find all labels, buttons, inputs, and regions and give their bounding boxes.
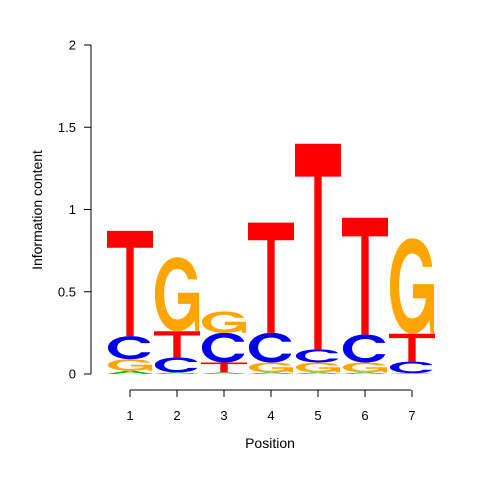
y-tick-label: 1 bbox=[69, 202, 76, 217]
x-tick-label: 1 bbox=[126, 408, 133, 423]
logo-letter-C-pos-3 bbox=[201, 332, 245, 363]
y-axis-ticks: 0 0.5 1 1.5 2 bbox=[58, 38, 91, 382]
logo-letter-T-pos-4 bbox=[248, 222, 294, 333]
letter-glyph-C bbox=[107, 336, 151, 360]
logo-letter-G-pos-6 bbox=[342, 362, 388, 373]
logo-letter-C-pos-7 bbox=[389, 361, 433, 374]
logo-letter-A-pos-2 bbox=[154, 372, 200, 374]
logo-letter-A-pos-3 bbox=[201, 372, 247, 374]
letter-glyph-C bbox=[154, 357, 198, 373]
logo-letter-G-pos-4 bbox=[248, 362, 294, 373]
logo-letter-A-pos-1 bbox=[107, 370, 153, 374]
letter-glyph-C bbox=[248, 332, 292, 363]
x-tick-label: 6 bbox=[361, 408, 368, 423]
letter-glyph-T bbox=[342, 217, 388, 335]
letter-glyph-A bbox=[342, 372, 388, 374]
letter-glyph-C bbox=[342, 334, 386, 363]
logo-letter-T-pos-6 bbox=[342, 217, 388, 335]
x-axis-ticks: 1 2 3 4 5 6 7 bbox=[126, 390, 416, 423]
logo-letter-A-pos-4 bbox=[248, 372, 294, 374]
logo-letter-T-pos-3 bbox=[201, 362, 247, 373]
logo-letter-T-pos-7 bbox=[389, 333, 435, 362]
letter-glyph-T bbox=[389, 333, 435, 362]
logo-letter-A-pos-5 bbox=[295, 372, 341, 374]
letter-glyph-G bbox=[389, 238, 435, 334]
letter-stacks bbox=[107, 143, 435, 374]
logo-letter-A-pos-7 bbox=[389, 373, 435, 374]
letter-glyph-T bbox=[107, 230, 153, 337]
x-tick-label: 4 bbox=[267, 408, 274, 423]
y-tick-label: 1.5 bbox=[58, 120, 76, 135]
logo-letter-A-pos-6 bbox=[342, 372, 388, 374]
logo-letter-C-pos-5 bbox=[295, 349, 339, 363]
letter-glyph-T bbox=[248, 222, 294, 333]
letter-glyph-A bbox=[389, 373, 435, 374]
letter-glyph-G bbox=[248, 362, 294, 373]
logo-letter-T-pos-2 bbox=[154, 331, 200, 358]
letter-glyph-T bbox=[154, 331, 200, 358]
letter-glyph-G bbox=[295, 362, 341, 373]
x-tick-label: 7 bbox=[408, 408, 415, 423]
logo-letter-T-pos-1 bbox=[107, 230, 153, 337]
logo-letter-C-pos-6 bbox=[342, 334, 386, 363]
logo-letter-T-pos-5 bbox=[295, 143, 341, 350]
letter-glyph-G bbox=[107, 359, 153, 371]
logo-letter-C-pos-1 bbox=[107, 336, 151, 360]
letter-glyph-C bbox=[389, 361, 433, 374]
logo-letter-C-pos-2 bbox=[154, 357, 198, 373]
letter-glyph-A bbox=[295, 372, 341, 374]
letter-glyph-T bbox=[201, 362, 247, 373]
x-tick-label: 5 bbox=[314, 408, 321, 423]
letter-glyph-C bbox=[201, 332, 245, 363]
letter-glyph-G bbox=[201, 311, 247, 333]
letter-glyph-A bbox=[107, 370, 153, 374]
y-tick-label: 2 bbox=[69, 38, 76, 53]
x-tick-label: 2 bbox=[173, 408, 180, 423]
letter-glyph-G bbox=[342, 362, 388, 373]
letter-glyph-T bbox=[295, 143, 341, 350]
logo-letter-C-pos-4 bbox=[248, 332, 292, 363]
letter-glyph-A bbox=[201, 372, 247, 374]
x-tick-label: 3 bbox=[220, 408, 227, 423]
logo-letter-G-pos-5 bbox=[295, 362, 341, 373]
y-tick-label: 0.5 bbox=[58, 284, 76, 299]
logo-letter-G-pos-1 bbox=[107, 359, 153, 371]
logo-letter-G-pos-7 bbox=[389, 238, 435, 334]
letter-glyph-G bbox=[154, 257, 200, 332]
logo-letter-G-pos-2 bbox=[154, 257, 200, 332]
logo-letter-G-pos-3 bbox=[201, 311, 247, 333]
y-tick-label: 0 bbox=[69, 367, 76, 382]
y-axis-title: Information content bbox=[29, 150, 45, 270]
x-axis-title: Position bbox=[245, 435, 295, 451]
letter-glyph-A bbox=[248, 372, 294, 374]
letter-glyph-A bbox=[154, 372, 200, 374]
letter-glyph-C bbox=[295, 349, 339, 363]
